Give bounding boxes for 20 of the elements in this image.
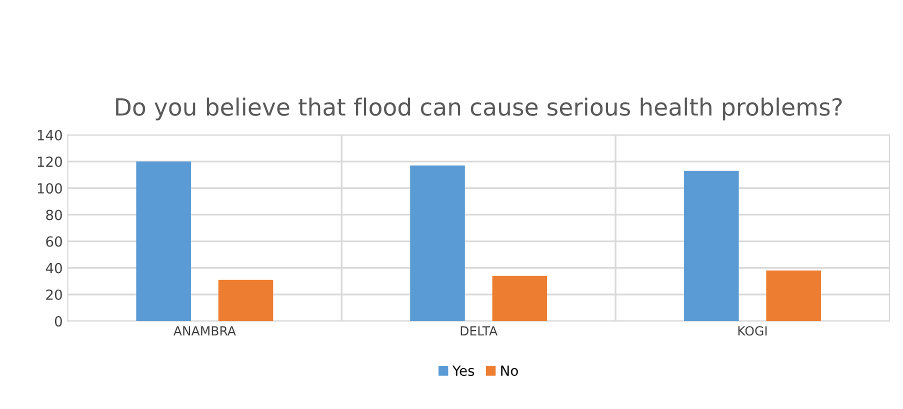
y-tick-label: 120	[38, 156, 62, 168]
y-tick-label: 80	[46, 210, 62, 220]
bar	[492, 276, 548, 322]
y-tick-label: 60	[46, 236, 62, 247]
x-tick-label: ANAMBRA	[174, 326, 236, 336]
y-tick-label: 40	[46, 262, 62, 274]
x-tick-label: KOGI	[738, 326, 767, 336]
bar	[410, 166, 465, 322]
bar	[136, 162, 191, 322]
chart-title: Do you believe that flood can cause serious health problems?	[116, 98, 842, 120]
y-tick-label: 100	[38, 183, 62, 194]
bar	[766, 270, 821, 322]
y-tick-label: 0	[54, 316, 62, 327]
legend-label: Yes	[452, 366, 474, 376]
bar	[684, 170, 739, 322]
y-tick-label: 140	[38, 130, 62, 140]
legend-label: No	[501, 366, 518, 376]
y-tick-label: 20	[46, 289, 62, 300]
bar	[218, 280, 274, 322]
x-tick-label: DELTA	[460, 326, 498, 336]
